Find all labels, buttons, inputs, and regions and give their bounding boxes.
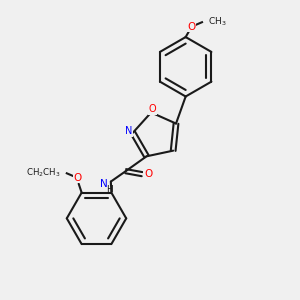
Text: H: H [106,184,113,194]
Text: CH$_2$CH$_3$: CH$_2$CH$_3$ [26,166,60,179]
Text: O: O [188,22,196,32]
Text: O: O [73,173,81,183]
Text: CH$_3$: CH$_3$ [208,15,226,28]
Text: O: O [144,169,152,179]
Text: O: O [149,104,156,115]
Text: N: N [125,126,132,136]
Text: N: N [100,179,108,189]
